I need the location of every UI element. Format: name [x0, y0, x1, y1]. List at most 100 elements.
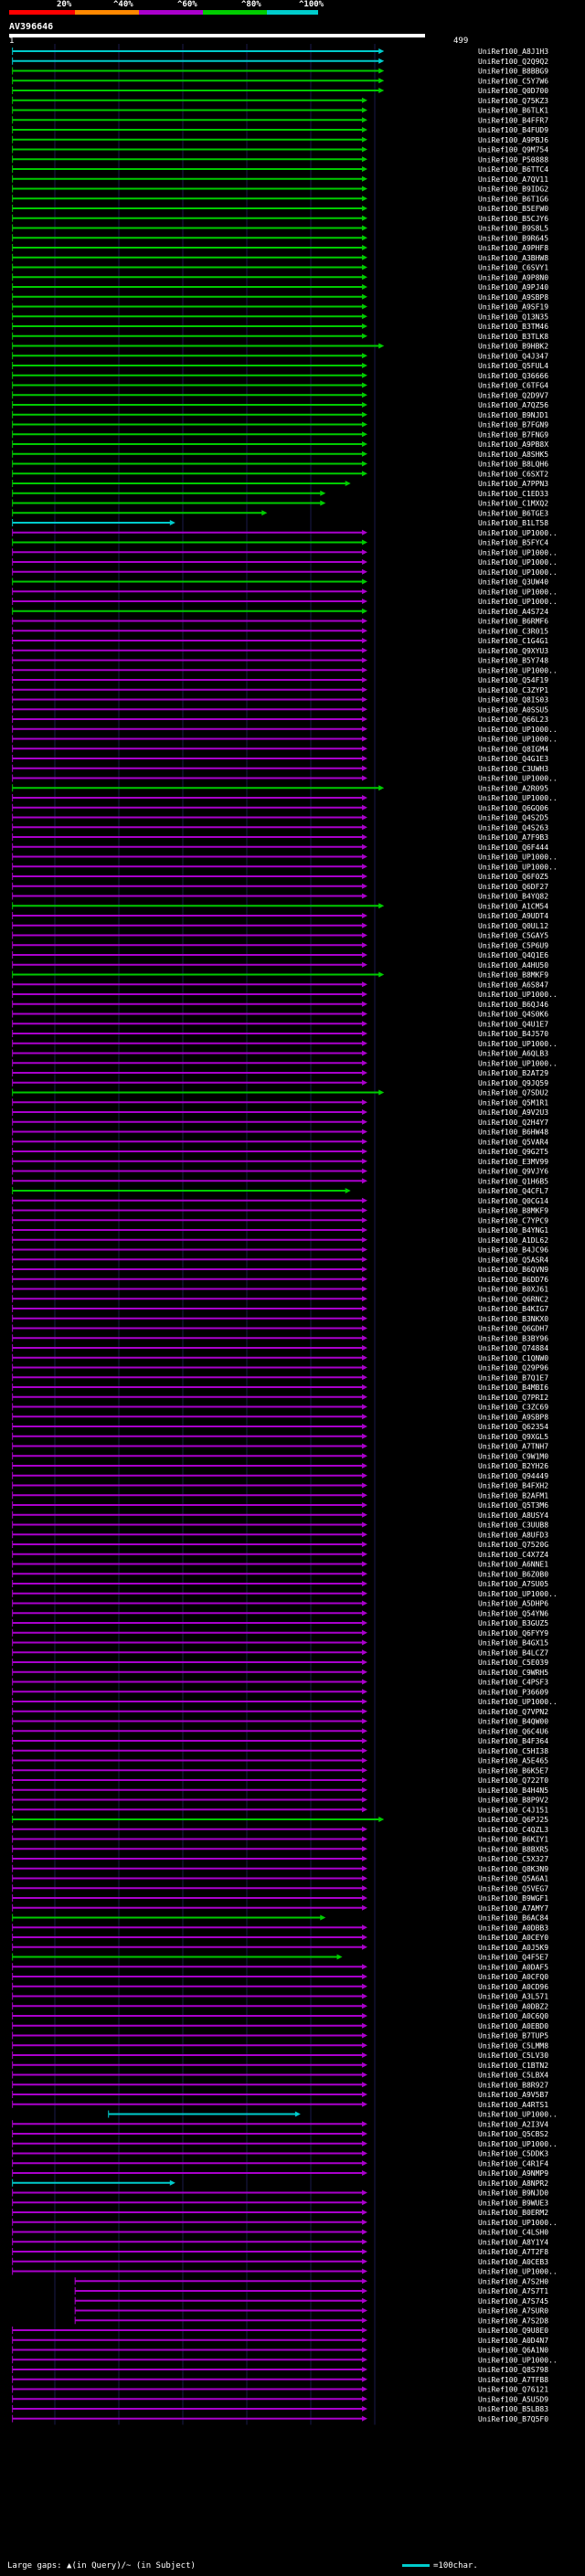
- hit-row[interactable]: UniRef100_Q6GDH7: [12, 1324, 549, 1333]
- hit-label[interactable]: UniRef100_C1QNW0: [478, 1354, 548, 1362]
- hit-row[interactable]: UniRef100_Q9VJY6: [12, 1167, 549, 1176]
- hit-label[interactable]: UniRef100_Q94449: [478, 1472, 548, 1480]
- hit-row[interactable]: UniRef100_Q722T0: [12, 1776, 549, 1785]
- hit-label[interactable]: UniRef100_B4MBI6: [478, 1383, 548, 1392]
- hit-row[interactable]: UniRef100_UP1000..: [12, 2356, 558, 2364]
- hit-label[interactable]: UniRef100_B5CJY6: [478, 215, 548, 223]
- hit-row[interactable]: UniRef100_C5Y7W6: [12, 77, 549, 85]
- hit-label[interactable]: UniRef100_UP1000..: [478, 529, 558, 537]
- hit-row[interactable]: UniRef100_Q4S263: [12, 823, 549, 832]
- hit-row[interactable]: UniRef100_Q76121: [12, 2385, 549, 2394]
- hit-row[interactable]: UniRef100_B4FFR7: [12, 116, 549, 124]
- hit-label[interactable]: UniRef100_A5DHP6: [478, 1600, 548, 1608]
- hit-label[interactable]: UniRef100_B8MKF9: [478, 971, 548, 980]
- hit-row[interactable]: UniRef100_B9WUE3: [12, 2199, 549, 2207]
- hit-label[interactable]: UniRef100_Q9U8E0: [478, 2327, 548, 2335]
- hit-label[interactable]: UniRef100_UP1000..: [478, 1698, 558, 1706]
- hit-label[interactable]: UniRef100_A7PPN3: [478, 480, 548, 488]
- hit-row[interactable]: UniRef100_A8UFD3: [12, 1531, 549, 1539]
- hit-row[interactable]: UniRef100_Q7520G: [12, 1541, 549, 1549]
- hit-row[interactable]: UniRef100_Q9XGL5: [12, 1432, 549, 1441]
- hit-row[interactable]: UniRef100_C3R015: [12, 627, 549, 635]
- hit-row[interactable]: UniRef100_Q9JQ59: [12, 1078, 549, 1087]
- hit-row[interactable]: UniRef100_UP1000..: [12, 794, 558, 802]
- hit-label[interactable]: UniRef100_A9SBP8: [478, 1413, 548, 1421]
- hit-label[interactable]: UniRef100_A4RTS1: [478, 2101, 548, 2109]
- hit-row[interactable]: UniRef100_B7TUP5: [12, 2031, 549, 2041]
- hit-row[interactable]: UniRef100_C5LBX4: [12, 2071, 549, 2080]
- hit-label[interactable]: UniRef100_Q9G2T5: [478, 1148, 548, 1156]
- hit-label[interactable]: UniRef100_Q4G1E3: [478, 755, 548, 763]
- hit-row[interactable]: UniRef100_A7S2H0: [74, 2277, 548, 2285]
- hit-row[interactable]: UniRef100_C6SXT2: [12, 470, 549, 478]
- hit-row[interactable]: UniRef100_B6K5E7: [12, 1766, 549, 1775]
- hit-label[interactable]: UniRef100_Q9M754: [478, 146, 548, 154]
- hit-row[interactable]: UniRef100_C4QZL3: [12, 1825, 549, 1834]
- hit-label[interactable]: UniRef100_B9HBK2: [478, 343, 548, 351]
- hit-label[interactable]: UniRef100_Q2H4Y7: [478, 1118, 548, 1127]
- hit-row[interactable]: UniRef100_C3ZC69: [12, 1403, 549, 1412]
- hit-label[interactable]: UniRef100_B2AFM1: [478, 1491, 548, 1500]
- hit-row[interactable]: UniRef100_C3UWH3: [12, 764, 549, 773]
- hit-label[interactable]: UniRef100_Q75KZ3: [478, 97, 548, 105]
- hit-label[interactable]: UniRef100_C5P6U9: [478, 941, 548, 949]
- hit-row[interactable]: UniRef100_B8BXR5: [12, 1845, 549, 1853]
- hit-label[interactable]: UniRef100_B4FUD9: [478, 126, 548, 134]
- hit-label[interactable]: UniRef100_A0J5K9: [478, 1944, 548, 1952]
- hit-row[interactable]: UniRef100_B8P9V2: [12, 1796, 549, 1805]
- hit-row[interactable]: UniRef100_B4FXH2: [12, 1481, 549, 1490]
- hit-label[interactable]: UniRef100_A0D4N7: [478, 2337, 548, 2345]
- hit-row[interactable]: UniRef100_Q74884: [12, 1344, 549, 1352]
- hit-label[interactable]: UniRef100_A8J1H3: [478, 48, 548, 56]
- hit-label[interactable]: UniRef100_B5FYC4: [478, 539, 548, 547]
- hit-row[interactable]: UniRef100_P36609: [12, 1688, 549, 1696]
- hit-row[interactable]: UniRef100_Q6FYY9: [12, 1628, 549, 1638]
- hit-label[interactable]: UniRef100_B4GX15: [478, 1639, 548, 1648]
- hit-label[interactable]: UniRef100_Q8S798: [478, 2366, 548, 2374]
- hit-row[interactable]: UniRef100_B8LQH6: [12, 460, 549, 469]
- hit-row[interactable]: UniRef100_B4LCZ7: [12, 1648, 549, 1657]
- hit-label[interactable]: UniRef100_A0CEY0: [478, 1934, 548, 1942]
- hit-row[interactable]: UniRef100_A6S847: [12, 981, 549, 989]
- hit-row[interactable]: UniRef100_C5GAY5: [12, 931, 549, 940]
- hit-row[interactable]: UniRef100_Q7SDU2: [12, 1088, 549, 1097]
- hit-row[interactable]: UniRef100_Q4F5E7: [12, 1953, 549, 1962]
- hit-row[interactable]: UniRef100_C6SVY1: [12, 263, 549, 272]
- hit-label[interactable]: UniRef100_Q4CFL7: [478, 1187, 548, 1195]
- hit-row[interactable]: UniRef100_C3ZYP1: [12, 685, 549, 694]
- hit-row[interactable]: UniRef100_Q4Q1E6: [12, 951, 549, 959]
- hit-row[interactable]: UniRef100_A2I3V4: [12, 2120, 549, 2128]
- hit-row[interactable]: UniRef100_B4QW00: [12, 1717, 549, 1726]
- hit-label[interactable]: UniRef100_UP1000..: [478, 736, 558, 744]
- hit-row[interactable]: UniRef100_B3TLK8: [12, 332, 549, 341]
- hit-label[interactable]: UniRef100_B7Q5F0: [478, 2415, 548, 2423]
- hit-label[interactable]: UniRef100_B1LT58: [478, 519, 548, 527]
- hit-label[interactable]: UniRef100_Q7PRI2: [478, 1394, 548, 1402]
- hit-label[interactable]: UniRef100_Q0CG14: [478, 1197, 548, 1205]
- hit-row[interactable]: UniRef100_Q9G2T5: [12, 1148, 549, 1156]
- hit-label[interactable]: UniRef100_Q6GQ06: [478, 804, 548, 812]
- hit-row[interactable]: UniRef100_UP1000..: [12, 2139, 558, 2148]
- hit-label[interactable]: UniRef100_Q36666: [478, 372, 548, 380]
- hit-row[interactable]: UniRef100_Q5M1R1: [12, 1098, 549, 1107]
- hit-label[interactable]: UniRef100_B0XJ61: [478, 1286, 548, 1294]
- hit-row[interactable]: UniRef100_A0D4N7: [12, 2336, 549, 2345]
- hit-row[interactable]: UniRef100_A5DHP6: [12, 1599, 549, 1608]
- hit-row[interactable]: UniRef100_A0CD96: [12, 1982, 549, 1991]
- hit-label[interactable]: UniRef100_B4QW00: [478, 1718, 548, 1726]
- hit-row[interactable]: UniRef100_Q5ASR4: [12, 1256, 549, 1264]
- hit-row[interactable]: UniRef100_Q54F19: [12, 676, 549, 684]
- hit-row[interactable]: UniRef100_B7FNG9: [12, 430, 549, 439]
- hit-label[interactable]: UniRef100_C4J151: [478, 1806, 548, 1814]
- hit-label[interactable]: UniRef100_B4FFR7: [478, 116, 548, 124]
- hit-label[interactable]: UniRef100_Q6GDH7: [478, 1325, 548, 1333]
- hit-label[interactable]: UniRef100_C3ZC69: [478, 1404, 548, 1412]
- hit-row[interactable]: UniRef100_B1LT58: [12, 519, 549, 527]
- hit-label[interactable]: UniRef100_A7S2H0: [478, 2277, 548, 2285]
- hit-label[interactable]: UniRef100_A5U5D9: [478, 2395, 548, 2403]
- hit-label[interactable]: UniRef100_Q29P96: [478, 1364, 548, 1373]
- hit-row[interactable]: UniRef100_Q5FUL4: [12, 362, 549, 370]
- hit-label[interactable]: UniRef100_UP1000..: [478, 2268, 558, 2276]
- hit-label[interactable]: UniRef100_B3NKX0: [478, 1315, 548, 1323]
- hit-row[interactable]: UniRef100_Q6A1N0: [12, 2346, 549, 2355]
